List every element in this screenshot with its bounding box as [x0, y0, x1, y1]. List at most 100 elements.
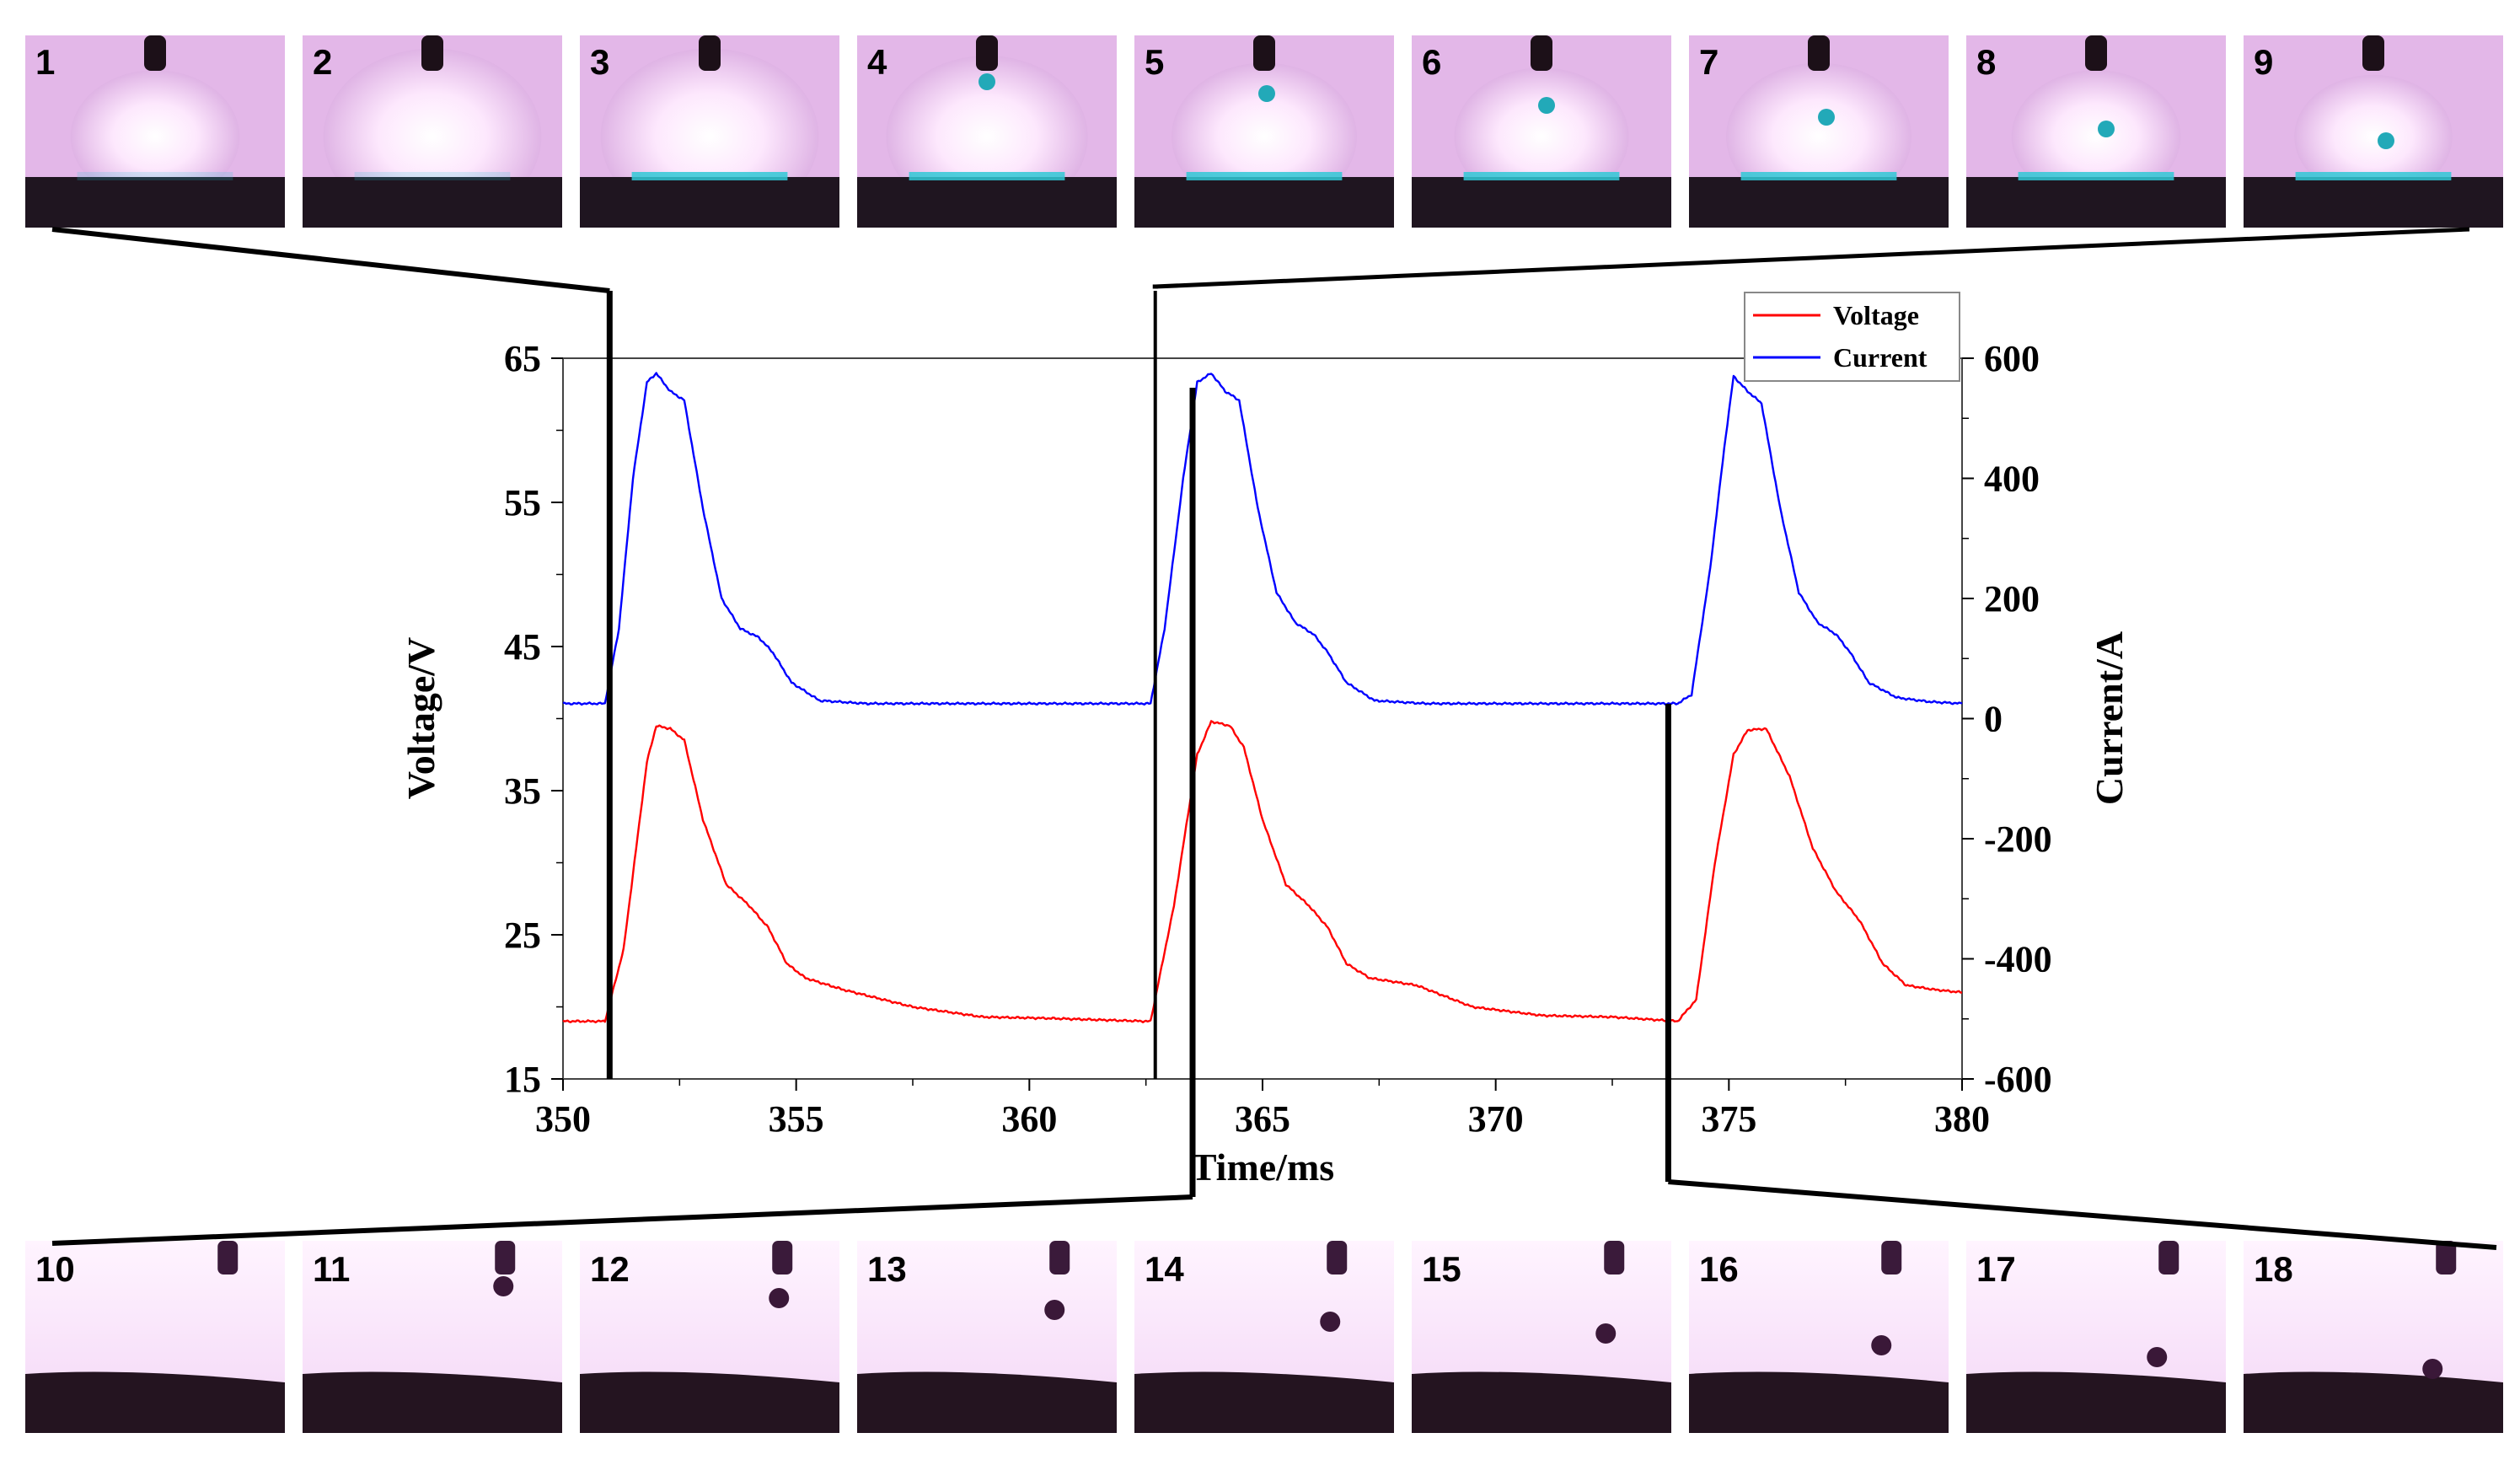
bottom-frame-18: 18 [2244, 1241, 2503, 1433]
plot-area: 350 355 360 365 370 375 380 15 25 35 45 55 65 -600 -40… [504, 291, 2052, 1197]
top-frame-9: 9 [2244, 35, 2503, 228]
legend-box [1744, 292, 1960, 382]
bottom-frame-13: 13 [857, 1241, 1117, 1433]
frame-number: 9 [2254, 42, 2273, 82]
top-frame-6: 6 [1412, 35, 1671, 228]
frame-number: 12 [590, 1249, 630, 1289]
workpiece-surface [25, 1371, 285, 1433]
weld-pool-glow [1740, 172, 1897, 180]
frame-number: 14 [1145, 1249, 1184, 1289]
y-right-tick-label: -400 [1984, 939, 2052, 980]
workpiece-surface [1966, 177, 2226, 228]
connector-bottom-right [1668, 1179, 2497, 1250]
weld-pool-glow [2018, 172, 2174, 180]
weld-pool-glow [354, 172, 511, 180]
workpiece-surface [25, 177, 285, 228]
droplet [1320, 1312, 1341, 1332]
frame-number: 6 [1422, 42, 1441, 82]
frame-number: 7 [1699, 42, 1718, 82]
droplet [2147, 1347, 2168, 1367]
top-frame-8: 8 [1966, 35, 2226, 228]
weld-pool-glow [631, 172, 788, 180]
top-frame-strip: 1 2 3 4 5 6 7 8 9 [25, 35, 2503, 228]
droplet [769, 1288, 790, 1308]
bottom-frame-12: 12 [580, 1241, 839, 1433]
workpiece-surface [580, 1371, 839, 1433]
frame-number: 13 [867, 1249, 907, 1289]
y-left-tick-label: 25 [504, 915, 541, 956]
droplet [1258, 85, 1275, 102]
wire-electrode [1327, 1241, 1348, 1274]
workpiece-surface [857, 177, 1117, 228]
wire-electrode [495, 1241, 516, 1274]
x-axis-title: Time/ms [1191, 1146, 1334, 1189]
frame-number: 10 [35, 1249, 75, 1289]
connector-bottom-left [51, 1194, 1193, 1246]
zoom-connector-lines [51, 227, 2497, 1250]
weld-pool-glow [909, 172, 1065, 180]
series-voltage-line [562, 720, 1963, 1024]
droplet [493, 1276, 514, 1296]
top-frame-1: 1 [25, 35, 285, 228]
y-left-tick-label: 15 [504, 1059, 541, 1100]
wire-electrode [2362, 35, 2384, 71]
wire-electrode [1531, 35, 1552, 71]
connector-top-left [51, 227, 610, 293]
workpiece-surface [857, 1371, 1117, 1433]
frame-number: 4 [867, 42, 887, 82]
frame-number: 2 [313, 42, 332, 82]
x-tick-label: 360 [1001, 1098, 1057, 1140]
droplet [2098, 121, 2115, 137]
x-tick-label: 350 [535, 1098, 591, 1140]
wire-electrode [144, 35, 166, 71]
y-right-tick-label: -600 [1984, 1059, 2052, 1100]
frame-number: 18 [2254, 1249, 2293, 1289]
workpiece-surface [2244, 1371, 2503, 1433]
workpiece-surface [1134, 1371, 1394, 1433]
droplet [1595, 1323, 1617, 1344]
wire-electrode [2436, 1241, 2457, 1274]
wire-electrode [1253, 35, 1275, 71]
top-frame-7: 7 [1689, 35, 1949, 228]
wire-electrode [217, 1241, 239, 1274]
y-left-tick-label: 55 [504, 482, 541, 523]
bottom-frame-11: 11 [303, 1241, 562, 1433]
legend: Voltage Current [1744, 292, 1960, 382]
legend-current-label: Current [1833, 342, 1928, 373]
y-left-tick-label: 45 [504, 626, 541, 668]
y-left-tick-label: 65 [504, 338, 541, 379]
frame-number: 1 [35, 42, 55, 82]
wire-electrode [976, 35, 998, 71]
workpiece-surface [303, 177, 562, 228]
bottom-frame-14: 14 [1134, 1241, 1394, 1433]
workpiece-surface [2244, 177, 2503, 228]
weld-pool-glow [77, 172, 233, 180]
top-frame-5: 5 [1134, 35, 1394, 228]
series-current-line [562, 372, 1963, 706]
y-right-tick-label: 400 [1984, 459, 2040, 500]
x-tick-label: 370 [1468, 1098, 1524, 1140]
bottom-frame-17: 17 [1966, 1241, 2226, 1433]
wire-electrode [1808, 35, 1830, 71]
arc-glow [2294, 74, 2453, 199]
workpiece-surface [1966, 1371, 2226, 1433]
droplet [2378, 132, 2394, 149]
weld-pool-glow [1186, 172, 1343, 180]
y-left-tick-label: 35 [504, 770, 541, 812]
ticks-layer: 350 355 360 365 370 375 380 15 25 35 45 55 65 -600 -40… [504, 338, 2052, 1140]
workpiece-surface [1134, 177, 1394, 228]
wire-electrode [421, 35, 443, 71]
frame-number: 11 [313, 1249, 350, 1289]
arc-glow [70, 70, 240, 203]
weld-pool-glow [1463, 172, 1620, 180]
wire-electrode [2158, 1241, 2180, 1274]
workpiece-surface [303, 1371, 562, 1433]
bottom-frame-strip: 10 11 12 13 14 15 16 17 18 [25, 1241, 2503, 1433]
legend-voltage-label: Voltage [1833, 300, 1919, 330]
top-frame-3: 3 [580, 35, 839, 228]
workpiece-surface [580, 177, 839, 228]
x-tick-label: 380 [1934, 1098, 1990, 1140]
arc-glow [1454, 67, 1629, 206]
top-frame-2: 2 [303, 35, 562, 228]
